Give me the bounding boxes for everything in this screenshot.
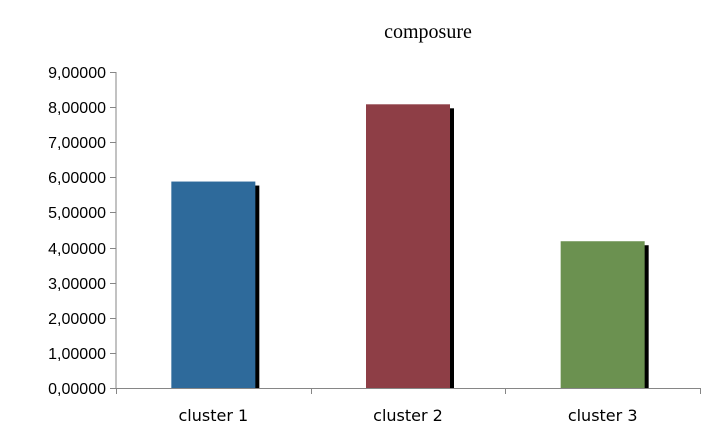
y-tick-label: 0,00000 — [48, 381, 106, 398]
y-tick-label: 1,00000 — [48, 346, 106, 363]
y-tick-label: 2,00000 — [48, 311, 106, 328]
bar-cluster-2 — [366, 104, 450, 389]
y-tick-label: 7,00000 — [48, 135, 106, 152]
x-axis — [116, 388, 701, 394]
bars — [171, 104, 649, 389]
x-category-label: cluster 1 — [178, 406, 248, 425]
y-tick-label: 5,00000 — [48, 205, 106, 222]
y-tick-label: 4,00000 — [48, 241, 106, 258]
y-tick-label: 9,00000 — [48, 65, 106, 82]
y-tick-label: 3,00000 — [48, 276, 106, 293]
chart-title: composure — [384, 21, 472, 43]
y-tick-label: 6,00000 — [48, 170, 106, 187]
y-axis: 0,00000 1,00000 2,00000 3,00000 4,00000 5,000… — [48, 65, 117, 398]
category-labels: cluster 1 cluster 2 cluster 3 — [178, 406, 637, 425]
bar-cluster-3 — [560, 241, 645, 388]
bar-cluster-1 — [171, 181, 256, 388]
x-category-label: cluster 3 — [568, 406, 638, 425]
y-tick-label: 8,00000 — [48, 100, 106, 117]
x-category-label: cluster 2 — [373, 406, 443, 425]
